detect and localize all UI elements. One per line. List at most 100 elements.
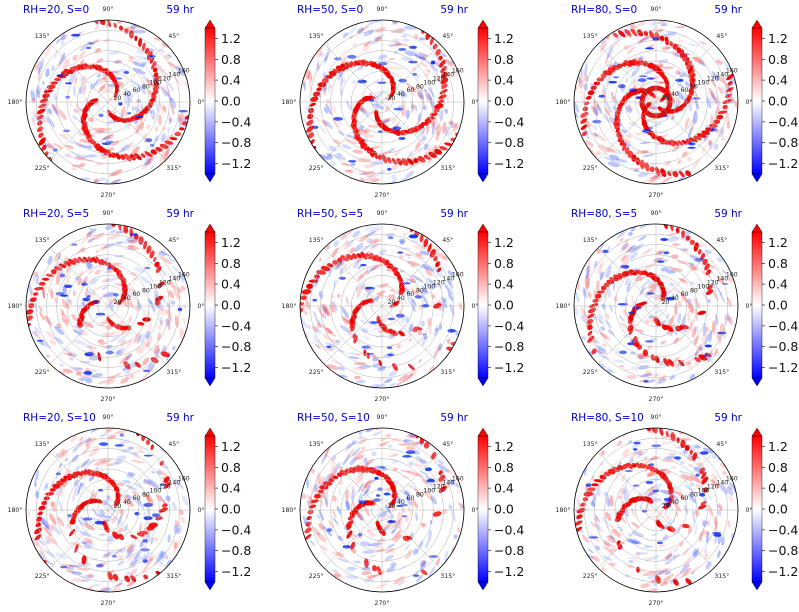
radius-tick-label: 60 (406, 87, 414, 94)
radius-tick-label: 60 (680, 495, 688, 502)
angular-gridline (107, 43, 167, 103)
angle-tick-label: 135° (583, 440, 598, 448)
angular-gridline (107, 451, 167, 511)
angular-gridline (381, 305, 441, 365)
panel-title: RH=20, S=10 (23, 412, 96, 424)
radius-tick-label: 80 (416, 83, 424, 90)
radius-tick-label: 140 (442, 72, 454, 79)
colorbar: 1.2 0.8 0.4 0.0 −0.4 −0.8 −1.2 (751, 223, 798, 387)
time-label: 59 hr (714, 4, 742, 16)
colorbar-tick-label: −0.4 (221, 318, 251, 333)
radius-tick-label: 40 (397, 295, 405, 302)
colorbar-body (477, 435, 489, 583)
angle-tick-label: 315° (714, 164, 729, 172)
angle-tick-label: 45° (716, 236, 727, 244)
angle-tick-label: 270° (375, 191, 390, 199)
radius-tick-label: 160 (452, 272, 464, 279)
angle-tick-label: 0° (471, 302, 478, 310)
radius-tick-label: 100 (423, 487, 435, 494)
colorbar-body (477, 231, 489, 379)
radius-tick-label: 140 (168, 276, 180, 283)
colorbar-extend-min (477, 581, 489, 591)
colorbar-tick-label: 0.4 (768, 481, 788, 496)
panel-title: RH=50, S=10 (297, 412, 370, 424)
angular-gridline (381, 451, 441, 511)
angle-tick-label: 45° (168, 236, 179, 244)
angle-tick-label: 270° (101, 191, 116, 199)
colorbar-tick-label: −1.2 (768, 156, 798, 171)
angle-tick-label: 180° (282, 506, 297, 514)
colorbar-tick-label: 0.8 (768, 52, 788, 67)
field-pattern (301, 428, 464, 592)
radius-tick-label: 60 (406, 291, 414, 298)
angular-gridline (655, 451, 715, 511)
polar-frame (573, 427, 739, 593)
angle-tick-label: 225° (583, 368, 598, 376)
angle-tick-label: 90° (103, 209, 114, 217)
colorbar-tick-label: 0.8 (494, 256, 514, 271)
radius-tick-label: 60 (132, 87, 140, 94)
angular-gridline (655, 101, 715, 161)
colorbar-tick-label: 0.0 (494, 94, 514, 109)
radius-tick-label: 20 (662, 95, 670, 102)
colorbar-tick-label: 1.2 (768, 31, 788, 46)
panel-title: RH=80, S=10 (571, 412, 644, 424)
polar-frame (299, 427, 465, 593)
colorbar: 1.2 0.8 0.4 0.0 −0.4 −0.8 −1.2 (477, 223, 524, 387)
angle-tick-label: 270° (101, 395, 116, 403)
angular-gridline (107, 247, 167, 307)
colorbar-tick-label: 0.8 (221, 52, 241, 67)
angle-tick-label: 90° (377, 413, 388, 421)
panel-title: RH=80, S=0 (571, 4, 637, 16)
colorbar-extend-min (204, 173, 216, 183)
angle-tick-label: 0° (471, 506, 478, 514)
radius-tick-label: 120 (433, 484, 445, 491)
field-pattern (26, 224, 186, 385)
radius-tick-label: 40 (671, 91, 679, 98)
angle-tick-label: 180° (8, 302, 23, 310)
polar-frame (25, 427, 191, 593)
angular-gridline (323, 247, 383, 307)
angle-tick-label: 315° (166, 368, 181, 376)
colorbar-tick-label: 0.0 (221, 502, 241, 517)
radius-tick-label: 140 (716, 276, 728, 283)
radius-tick-label: 160 (178, 476, 190, 483)
radius-tick-label: 120 (707, 280, 719, 287)
colorbar-body (477, 27, 489, 175)
radius-tick-label: 20 (388, 503, 396, 510)
colorbar-tick-label: −0.8 (221, 135, 251, 150)
time-label: 59 hr (714, 208, 742, 220)
polar-frame (573, 19, 739, 185)
radius-tick-label: 40 (397, 499, 405, 506)
angle-tick-label: 45° (168, 32, 179, 40)
angle-tick-label: 270° (649, 599, 664, 607)
radius-tick-label: 120 (707, 76, 719, 83)
angle-tick-label: 180° (556, 506, 571, 514)
angle-tick-label: 180° (8, 506, 23, 514)
radius-tick-label: 120 (433, 76, 445, 83)
time-label: 59 hr (440, 208, 468, 220)
colorbar-extend-max (477, 427, 489, 437)
angular-gridline (655, 43, 715, 103)
colorbar-tick-label: −0.8 (221, 339, 251, 354)
radius-tick-label: 160 (178, 272, 190, 279)
colorbar: 1.2 0.8 0.4 0.0 −0.4 −0.8 −1.2 (751, 427, 798, 591)
colorbar-extend-max (204, 19, 216, 29)
colorbar-tick-label: 0.0 (768, 94, 788, 109)
colorbar-tick-label: 1.2 (768, 235, 788, 250)
colorbar-tick-label: 0.8 (494, 52, 514, 67)
angular-gridline (49, 451, 109, 511)
angle-tick-label: 135° (35, 32, 50, 40)
angular-gridline (107, 305, 167, 365)
angle-tick-label: 225° (583, 164, 598, 172)
colorbar: 1.2 0.8 0.4 0.0 −0.4 −0.8 −1.2 (204, 223, 251, 387)
colorbar-tick-label: −0.8 (768, 339, 798, 354)
radius-tick-label: 20 (662, 299, 670, 306)
angle-tick-label: 180° (556, 302, 571, 310)
colorbar-body (204, 27, 216, 175)
angular-gridline (597, 509, 657, 569)
angular-gridline (323, 451, 383, 511)
angle-tick-label: 0° (745, 98, 752, 106)
